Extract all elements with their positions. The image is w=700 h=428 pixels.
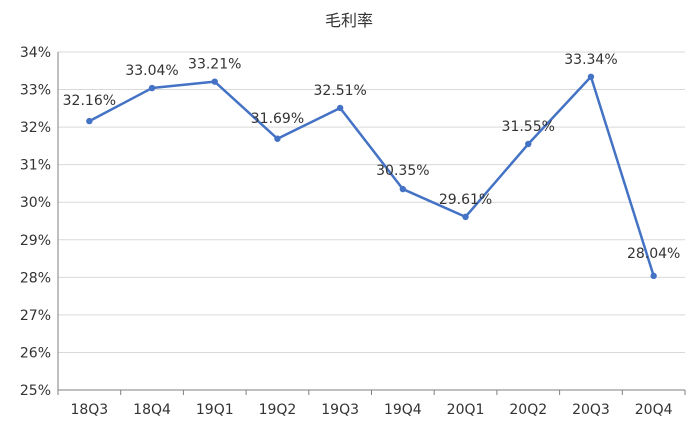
- series-line: [88, 75, 655, 277]
- x-tick-label: 18Q3: [70, 402, 108, 418]
- data-point: [525, 140, 532, 148]
- x-tick-label: 19Q3: [321, 402, 359, 418]
- data-point: [211, 78, 218, 85]
- data-label: 33.04%: [125, 63, 178, 79]
- series: [86, 73, 657, 280]
- y-tick-labels: 25% 26% 27% 28% 29% 30% 31% 32% 33% 34%: [20, 45, 51, 399]
- x-tick-label: 20Q2: [509, 402, 547, 418]
- data-label: 28.04%: [627, 246, 680, 262]
- x-tick-label: 19Q2: [259, 402, 297, 418]
- x-tick-label: 20Q1: [447, 402, 485, 418]
- data-point: [462, 213, 469, 221]
- y-tick-label: 27%: [20, 308, 51, 324]
- data-label: 32.16%: [63, 93, 116, 109]
- data-point: [650, 272, 657, 280]
- data-label: 29.61%: [439, 192, 492, 208]
- data-point: [274, 135, 281, 142]
- data-point: [86, 117, 93, 125]
- data-label: 31.55%: [502, 119, 555, 135]
- data-label: 33.21%: [188, 57, 241, 73]
- data-label: 32.51%: [313, 83, 366, 99]
- x-tick-label: 20Q3: [572, 402, 610, 418]
- y-tick-label: 28%: [20, 270, 51, 286]
- data-labels: 32.16% 33.04% 33.21% 31.69% 32.51% 30.35% 29.6…: [63, 52, 681, 262]
- data-point: [148, 84, 156, 92]
- y-tick-label: 30%: [20, 195, 51, 211]
- data-label: 33.34%: [564, 52, 617, 68]
- axes: [57, 52, 686, 395]
- y-tick-label: 33%: [20, 83, 51, 99]
- x-tick-label: 19Q4: [384, 402, 422, 418]
- y-tick-label: 26%: [20, 345, 51, 361]
- data-point: [587, 73, 595, 80]
- y-tick-label: 32%: [20, 120, 51, 136]
- data-label: 30.35%: [376, 163, 429, 179]
- x-tick-label: 19Q1: [196, 402, 234, 418]
- y-tick-label: 31%: [20, 158, 51, 174]
- data-label: 31.69%: [251, 111, 304, 127]
- y-tick-label: 34%: [20, 45, 51, 61]
- y-tick-label: 25%: [20, 383, 51, 399]
- data-point: [336, 104, 344, 112]
- x-tick-label: 20Q4: [635, 402, 673, 418]
- x-tick-label: 18Q4: [133, 402, 171, 418]
- chart-title: 毛利率: [325, 11, 373, 30]
- x-tick-labels: 18Q3 18Q4 19Q1 19Q2 19Q3 19Q4 20Q1 20Q2 20Q3 20Q4: [70, 402, 672, 418]
- y-tick-label: 29%: [20, 233, 51, 249]
- data-point: [399, 185, 407, 193]
- gridlines: [58, 51, 685, 353]
